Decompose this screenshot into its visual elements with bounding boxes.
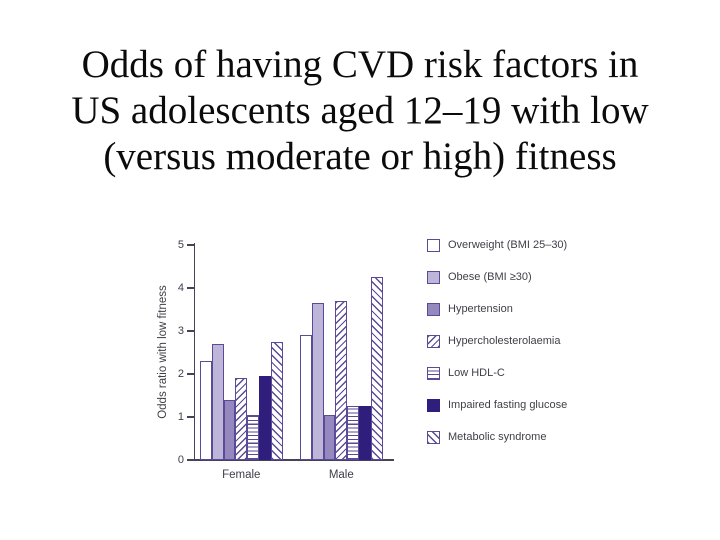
bar-male-hypercholesterolaemia: [335, 300, 348, 460]
legend-label-overweight-bmi-25-30: Overweight (BMI 25–30): [448, 239, 568, 251]
bar-female-hypertension: [223, 399, 236, 460]
legend-swatch-metabolic-syndrome: [427, 430, 440, 444]
y-tick-label-4: 4: [177, 282, 184, 294]
legend-label-hypercholesterolaemia: Hypercholesterolaemia: [448, 335, 561, 347]
bar-male-metabolic-syndrome: [370, 277, 383, 460]
y-tick-mark-1: [187, 416, 194, 418]
title-line-2: US adolescents aged 12–19 with low: [71, 89, 649, 132]
y-axis-line: [193, 243, 195, 460]
bar-female-impaired-fasting-glucose: [259, 376, 271, 460]
y-tick-label-2: 2: [177, 368, 184, 380]
legend-label-metabolic-syndrome: Metabolic syndrome: [448, 431, 547, 443]
slide-title: Odds of having CVD risk factors in US ad…: [0, 42, 720, 180]
legend-label-obese-bmi-30: Obese (BMI ≥30): [448, 271, 532, 283]
x-axis-line: [193, 459, 394, 461]
legend-swatch-low-hdl-c: [427, 366, 440, 380]
bar-male-low-hdl-c: [347, 406, 359, 460]
y-tick-mark-2: [187, 373, 194, 375]
title-line-1: Odds of having CVD risk factors in: [81, 43, 639, 86]
y-tick-mark-0: [187, 459, 194, 461]
category-label-female: Female: [222, 469, 261, 481]
bar-male-obese-bmi-30: [311, 303, 324, 460]
legend-item-hypercholesterolaemia: Hypercholesterolaemia: [427, 334, 561, 349]
legend-label-hypertension: Hypertension: [448, 303, 513, 315]
y-tick-mark-3: [187, 330, 194, 332]
legend-item-impaired-fasting-glucose: Impaired fasting glucose: [427, 398, 567, 413]
y-axis-label: Odds ratio with low fitness: [157, 285, 169, 419]
legend-swatch-overweight-bmi-25-30: [427, 238, 440, 252]
bar-female-low-hdl-c: [247, 414, 259, 460]
y-tick-mark-5: [187, 244, 194, 246]
legend-swatch-obese-bmi-30: [427, 270, 440, 284]
bar-male-overweight-bmi-25-30: [300, 335, 312, 460]
y-tick-label-0: 0: [177, 454, 184, 466]
legend-item-low-hdl-c: Low HDL-C: [427, 366, 505, 381]
legend-label-impaired-fasting-glucose: Impaired fasting glucose: [448, 399, 568, 411]
bar-female-hypercholesterolaemia: [235, 378, 248, 460]
bar-male-hypertension: [323, 414, 336, 460]
legend-label-low-hdl-c: Low HDL-C: [448, 367, 505, 379]
y-tick-label-1: 1: [177, 411, 184, 423]
legend-item-hypertension: Hypertension: [427, 302, 513, 317]
title-line-3: (versus moderate or high) fitness: [103, 135, 617, 178]
legend-item-obese-bmi-30: Obese (BMI ≥30): [427, 270, 532, 285]
legend-item-overweight-bmi-25-30: Overweight (BMI 25–30): [427, 238, 567, 253]
bar-female-metabolic-syndrome: [270, 341, 283, 460]
legend-swatch-hypercholesterolaemia: [427, 334, 440, 348]
legend-swatch-hypertension: [427, 302, 440, 316]
legend-swatch-impaired-fasting-glucose: [427, 398, 440, 412]
y-tick-label-3: 3: [177, 325, 184, 337]
bar-male-impaired-fasting-glucose: [359, 406, 371, 460]
y-tick-label-5: 5: [177, 239, 184, 251]
bar-female-obese-bmi-30: [211, 343, 224, 460]
legend-item-metabolic-syndrome: Metabolic syndrome: [427, 430, 546, 445]
category-label-male: Male: [328, 469, 354, 481]
y-tick-mark-4: [187, 287, 194, 289]
bar-female-overweight-bmi-25-30: [200, 361, 212, 460]
